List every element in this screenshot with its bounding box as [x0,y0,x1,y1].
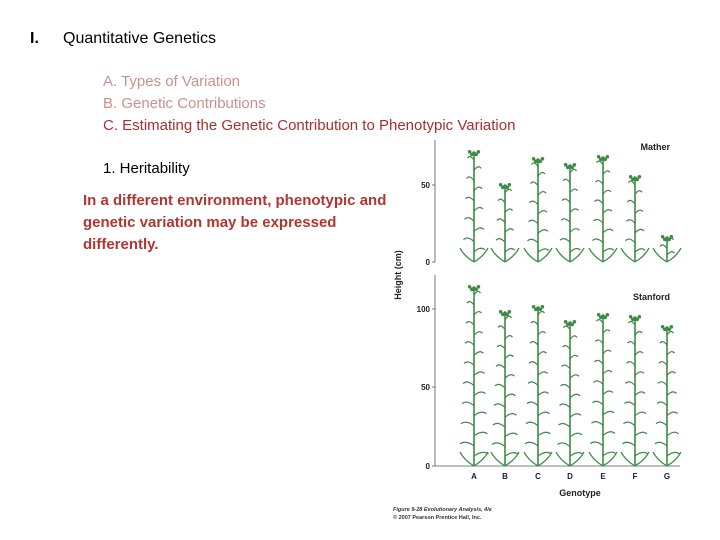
genotype-label-b: B [502,472,508,481]
mather-axis: 50 0 [421,140,436,267]
stanford-axis: 100 50 0 [417,275,680,471]
genotype-label-d: D [567,472,573,481]
plant-stanford-b [490,310,520,467]
plant-mather-a [459,150,489,263]
mather-tick-0: 0 [426,258,431,267]
genotype-label-e: E [600,472,606,481]
genotype-label-g: G [664,472,670,481]
plant-height-figure: Height (cm) 50 0 Mather 100 50 0 Stanfor… [393,140,682,521]
outline-item-b: B. Genetic Contributions [103,95,266,112]
plant-mather-g [652,235,682,263]
stanford-tick-50: 50 [421,383,430,392]
plant-mather-c [523,157,553,263]
genotype-label-f: F [633,472,638,481]
stanford-panel-label: Stanford [633,292,670,302]
genotype-label-c: C [535,472,541,481]
subheading: 1. Heritability [103,160,190,177]
plant-stanford-c [523,305,553,467]
plant-stanford-g [652,325,682,467]
plant-stanford-d [555,320,585,467]
note-text: In a different environment, phenotypic a… [83,192,387,253]
mather-tick-50: 50 [421,181,430,190]
plant-stanford-e [588,313,618,467]
plant-mather-b [490,183,520,263]
plant-mather-d [555,163,585,263]
genotype-labels: A B C D E F G [471,472,670,481]
plant-stanford-a [459,285,489,467]
outline-item-c: C. Estimating the Genetic Contribution t… [103,117,516,134]
x-axis-label: Genotype [559,488,601,498]
genotype-label-a: A [471,472,477,481]
section-number: I. [30,30,39,47]
y-axis-label: Height (cm) [393,250,403,300]
figure-caption-line1: Figure 9-28 Evolutionary Analysis, 4/e [393,507,492,513]
stanford-tick-0: 0 [426,462,431,471]
mather-panel-label: Mather [640,142,670,152]
outline-item-a: A. Types of Variation [103,73,241,90]
plant-mather-e [588,155,618,263]
section-title: Quantitative Genetics [63,30,216,47]
plant-illustrations [459,150,682,467]
figure-caption-line2: © 2007 Pearson Prentice Hall, Inc. [393,514,482,521]
plant-mather-f [620,175,650,263]
plant-stanford-f [620,315,650,467]
stanford-tick-100: 100 [417,305,431,314]
